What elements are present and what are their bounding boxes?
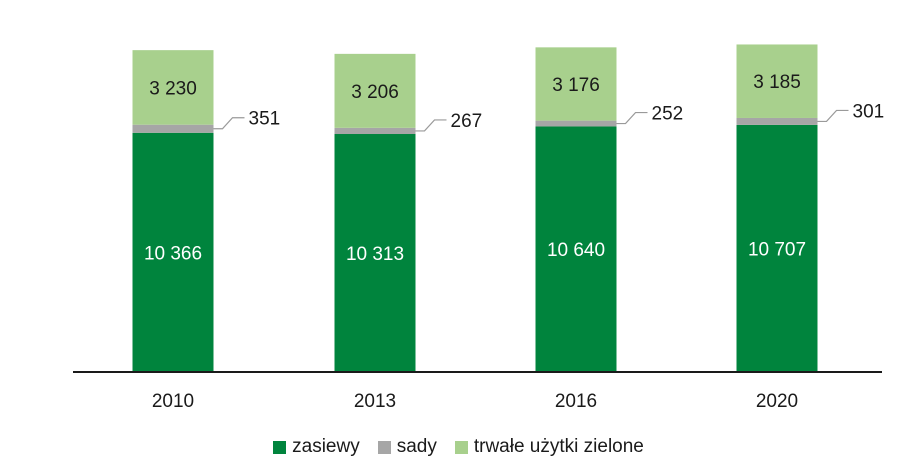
legend-swatch-sady	[377, 440, 391, 454]
data-label-zasiewy-2013: 10 313	[346, 244, 404, 265]
x-tick-label-2013: 2013	[354, 391, 396, 412]
data-label-sady-2020: 301	[853, 101, 885, 122]
legend-item-trwale-uzytki-zielone: trwałe użytki zielone	[454, 436, 644, 458]
leader-line-sady-2013	[415, 119, 447, 132]
bar-segment-2020-zasiewy	[736, 124, 818, 373]
bar-segment-2013-zasiewy	[334, 134, 416, 372]
leader-line-sady-2020	[817, 109, 849, 123]
bar-segment-2016-trwale-uzytki-zielone	[535, 47, 617, 121]
legend-swatch-trwale-uzytki-zielone	[454, 440, 468, 454]
legend-label-zasiewy: zasiewy	[292, 436, 360, 457]
data-label-trwale-uzytki-zielone-2016: 3 176	[552, 75, 600, 96]
leader-line-sady-2016	[616, 111, 648, 125]
bar-segment-2013-trwale-uzytki-zielone	[334, 53, 416, 128]
legend-swatch-zasiewy	[273, 440, 287, 454]
bar-segment-2013-sady	[334, 127, 416, 135]
data-label-sady-2013: 267	[451, 111, 483, 132]
leader-line-sady-2010	[213, 117, 245, 130]
bar-segment-2016-sady	[535, 120, 617, 127]
bar-segment-2020-trwale-uzytki-zielone	[736, 44, 818, 118]
data-label-trwale-uzytki-zielone-2020: 3 185	[753, 72, 801, 93]
bar-segment-2010-sady	[132, 124, 214, 133]
data-label-zasiewy-2020: 10 707	[748, 239, 806, 260]
bar-segment-2020-sady	[736, 117, 818, 125]
chart-plot: 10 366 3 230 351 2010 10 313 3 206 267 2013 10 6…	[73, 44, 885, 412]
data-label-sady-2010: 351	[249, 109, 281, 130]
x-tick-label-2020: 2020	[756, 391, 798, 412]
legend-label-sady: sady	[396, 436, 437, 457]
legend-item-sady: sady	[377, 436, 437, 458]
x-tick-label-2016: 2016	[555, 391, 597, 412]
data-label-zasiewy-2010: 10 366	[144, 243, 202, 264]
x-tick-label-2010: 2010	[152, 391, 194, 412]
legend-label-trwale-uzytki-zielone: trwałe użytki zielone	[473, 436, 644, 457]
legend: zasiewy sady trwałe użytki zielone	[0, 436, 917, 458]
data-label-trwale-uzytki-zielone-2013: 3 206	[351, 82, 399, 103]
data-label-trwale-uzytki-zielone-2010: 3 230	[149, 78, 197, 99]
data-label-zasiewy-2016: 10 640	[547, 240, 605, 261]
bar-segment-2016-zasiewy	[535, 126, 617, 372]
bar-segment-2010-trwale-uzytki-zielone	[132, 50, 214, 125]
data-label-sady-2016: 252	[652, 104, 684, 125]
bar-segment-2010-zasiewy	[132, 132, 214, 372]
legend-item-zasiewy: zasiewy	[273, 436, 360, 458]
